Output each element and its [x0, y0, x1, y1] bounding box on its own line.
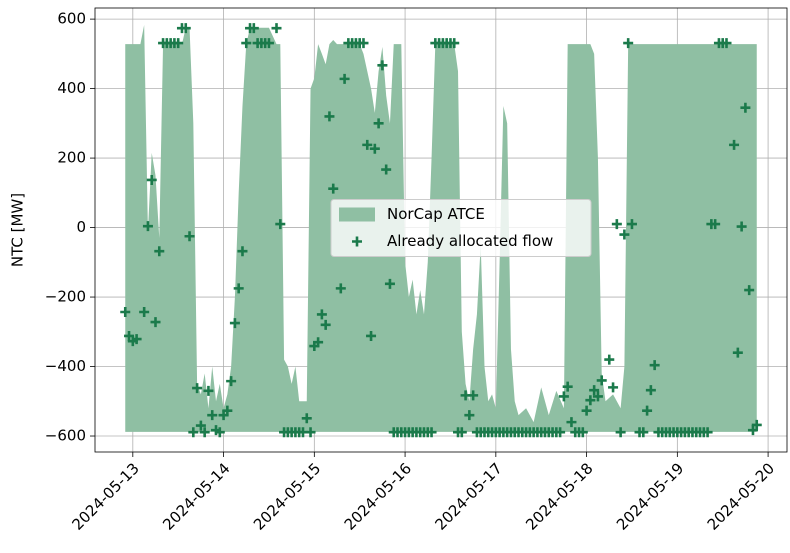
marker	[192, 383, 203, 394]
marker	[124, 330, 135, 341]
marker	[649, 360, 660, 371]
marker	[468, 390, 479, 401]
marker	[456, 427, 467, 438]
marker	[180, 23, 191, 34]
marker	[275, 219, 286, 230]
legend-box	[330, 199, 592, 257]
y-axis-label: NTC [MW]	[9, 193, 27, 267]
marker	[744, 285, 755, 296]
marker	[449, 38, 460, 49]
marker	[320, 319, 331, 330]
marker	[139, 306, 150, 317]
marker	[615, 427, 626, 438]
marker	[229, 318, 240, 329]
marker	[751, 419, 762, 430]
y-tick-label: −200	[45, 288, 86, 306]
marker	[426, 427, 437, 438]
marker	[195, 420, 206, 431]
marker	[199, 427, 210, 438]
marker	[369, 143, 380, 154]
marker	[589, 385, 600, 396]
marker	[626, 219, 637, 230]
marker	[233, 283, 244, 294]
marker	[316, 309, 327, 320]
legend-marker	[352, 236, 362, 247]
legend: NorCap ATCE Already allocated flow	[330, 199, 592, 257]
marker	[562, 381, 573, 392]
marker	[555, 427, 566, 438]
marker	[740, 102, 751, 113]
y-tick-label: 400	[57, 79, 86, 97]
marker	[324, 111, 335, 122]
marker	[384, 278, 395, 289]
marker	[721, 38, 732, 49]
marker	[592, 391, 603, 402]
marker	[736, 221, 747, 232]
marker	[120, 306, 131, 317]
marker	[604, 354, 615, 365]
marker	[154, 246, 165, 257]
marker	[619, 229, 630, 240]
marker	[623, 38, 634, 49]
marker	[642, 405, 653, 416]
marker	[226, 376, 237, 387]
marker	[339, 73, 350, 84]
y-tick-label: −400	[45, 357, 86, 375]
axes-frame	[94, 7, 788, 453]
marker	[173, 38, 184, 49]
marker	[611, 219, 622, 230]
marker	[608, 382, 619, 393]
marker	[203, 385, 214, 396]
marker	[271, 23, 282, 34]
marker	[301, 413, 312, 424]
y-tick-label: 600	[57, 10, 86, 28]
marker	[184, 231, 195, 242]
marker	[142, 221, 153, 232]
marker	[214, 427, 225, 438]
marker	[362, 139, 373, 150]
legend-label: Already allocated flow	[387, 232, 553, 250]
marker	[645, 385, 656, 396]
legend-swatch	[339, 207, 375, 222]
marker	[558, 391, 569, 402]
marker	[335, 283, 346, 294]
marker	[566, 417, 577, 428]
y-tick-label: 0	[76, 218, 86, 236]
marker	[207, 410, 218, 421]
marker	[241, 38, 252, 49]
marker	[222, 405, 233, 416]
marker	[313, 337, 324, 348]
marker	[585, 395, 596, 406]
marker	[577, 427, 588, 438]
marker	[131, 334, 142, 345]
marker	[248, 23, 259, 34]
marker	[702, 427, 713, 438]
marker	[464, 410, 475, 421]
marker	[358, 38, 369, 49]
marker	[328, 183, 339, 194]
legend-label: NorCap ATCE	[387, 205, 485, 223]
marker	[188, 427, 199, 438]
marker	[150, 317, 161, 328]
marker	[729, 139, 740, 150]
marker	[638, 427, 649, 438]
marker	[305, 427, 316, 438]
marker	[581, 405, 592, 416]
marker	[373, 118, 384, 129]
marker	[596, 375, 607, 386]
y-tick-label: 200	[57, 149, 86, 167]
marker	[710, 219, 721, 230]
marker	[747, 425, 758, 436]
marker	[237, 246, 248, 257]
marker	[146, 174, 157, 185]
marker	[377, 60, 388, 71]
marker	[366, 330, 377, 341]
marker	[263, 38, 274, 49]
y-tick-label: −600	[45, 427, 86, 445]
marker	[381, 164, 392, 175]
marker	[732, 347, 743, 358]
